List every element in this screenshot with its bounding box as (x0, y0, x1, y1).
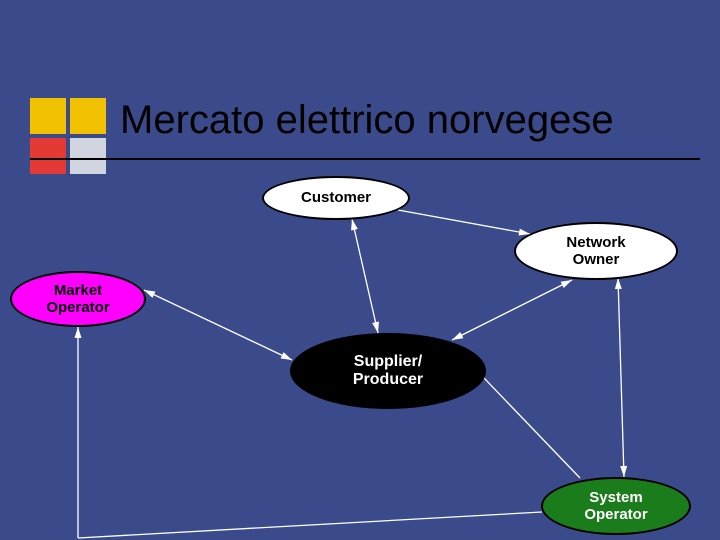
node-network-owner-label: NetworkOwner (566, 234, 625, 269)
node-system-operator: SystemOperator (541, 477, 691, 535)
page-title: Mercato elettrico norvegese (120, 98, 614, 143)
node-market-operator: MarketOperator (10, 271, 146, 327)
title-underline (30, 158, 700, 160)
node-system-operator-label: SystemOperator (584, 489, 647, 524)
node-customer-label: Customer (301, 189, 371, 206)
node-supplier-producer-label: Supplier/Producer (353, 353, 423, 390)
node-network-owner: NetworkOwner (514, 222, 678, 280)
logo-square-bl (30, 138, 66, 174)
logo-square-br (70, 138, 106, 174)
node-customer: Customer (262, 176, 410, 220)
node-supplier-producer: Supplier/Producer (290, 333, 486, 409)
node-market-operator-label: MarketOperator (46, 282, 109, 317)
slide-root: Mercato elettrico norvegese Customer Net… (0, 0, 720, 540)
logo-square-tl (30, 98, 66, 134)
logo-square-tr (70, 98, 106, 134)
